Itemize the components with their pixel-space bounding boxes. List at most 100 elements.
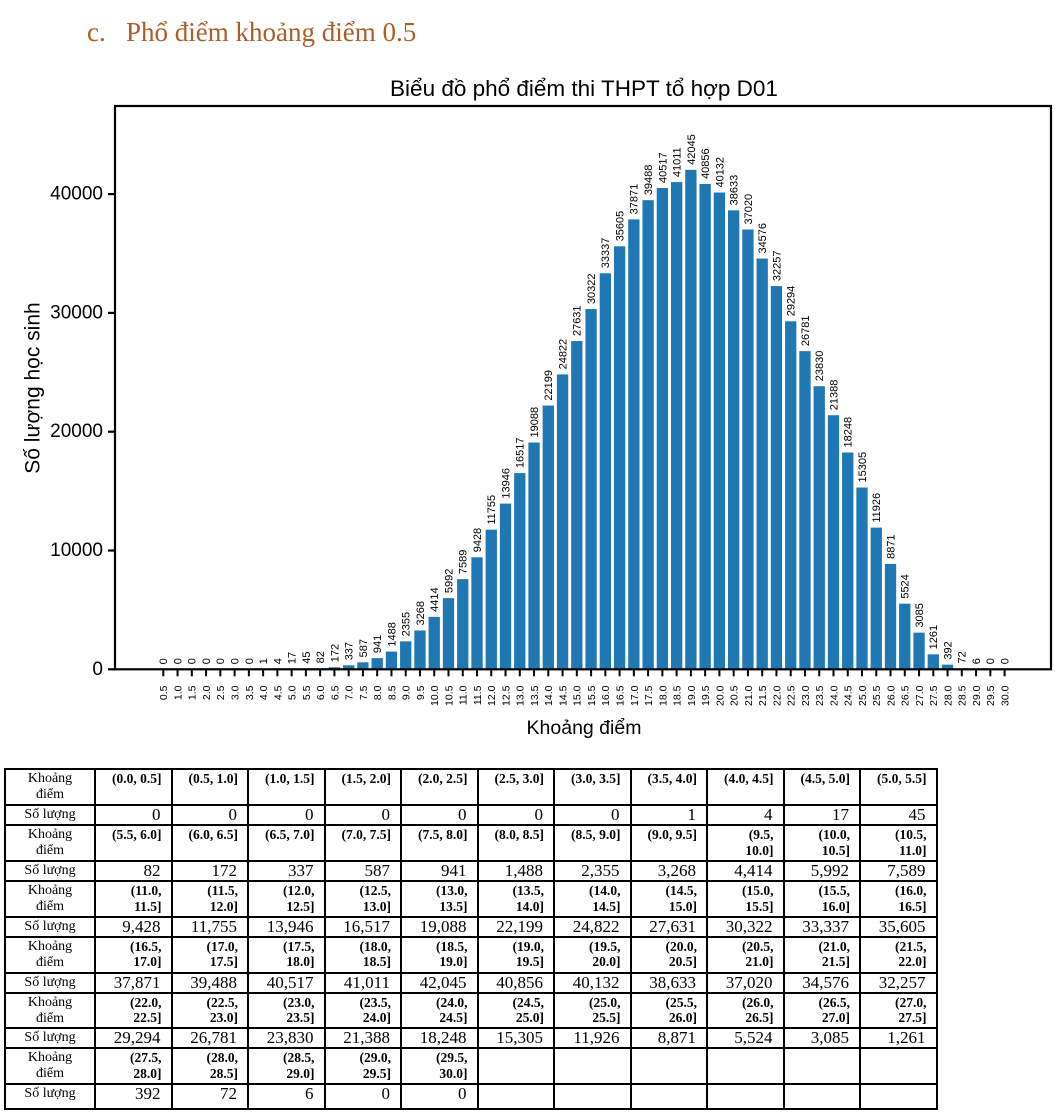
svg-text:14.0: 14.0 [543,685,555,706]
svg-text:11.5: 11.5 [472,685,484,705]
svg-text:9.0: 9.0 [401,685,413,700]
svg-text:16517: 16517 [515,437,527,468]
svg-text:28.0: 28.0 [942,685,954,706]
svg-text:6.0: 6.0 [315,685,327,700]
svg-text:22.5: 22.5 [786,685,798,706]
svg-text:5992: 5992 [443,569,455,593]
svg-text:6: 6 [971,658,983,664]
svg-text:0: 0 [244,658,256,664]
svg-text:21.0: 21.0 [743,685,755,706]
svg-text:17.5: 17.5 [643,685,655,706]
svg-text:10.0: 10.0 [429,685,441,706]
svg-text:2.0: 2.0 [201,685,213,700]
svg-text:29294: 29294 [786,286,798,317]
svg-text:16.5: 16.5 [615,685,627,706]
svg-text:17: 17 [287,652,299,664]
svg-text:1261: 1261 [928,625,940,649]
svg-text:0: 0 [1000,658,1012,664]
svg-text:29.5: 29.5 [985,685,997,706]
svg-text:19088: 19088 [529,407,541,438]
svg-text:0: 0 [985,658,997,664]
svg-text:337: 337 [344,642,356,660]
svg-text:10000: 10000 [50,540,103,561]
svg-text:37871: 37871 [629,184,641,215]
svg-text:27.0: 27.0 [914,685,926,706]
svg-text:37020: 37020 [743,194,755,225]
svg-text:4.0: 4.0 [258,685,270,700]
svg-text:26781: 26781 [800,316,812,347]
svg-text:3085: 3085 [914,603,926,627]
svg-text:42045: 42045 [686,134,698,165]
svg-text:8.5: 8.5 [386,685,398,700]
svg-text:15.5: 15.5 [586,685,598,706]
svg-text:40132: 40132 [714,157,726,188]
svg-text:5.5: 5.5 [301,685,313,700]
svg-text:6.5: 6.5 [329,685,341,700]
svg-text:8.0: 8.0 [372,685,384,700]
svg-text:18.5: 18.5 [672,685,684,706]
svg-text:40517: 40517 [657,152,669,183]
svg-text:10.5: 10.5 [443,685,455,706]
svg-text:39488: 39488 [643,165,655,196]
svg-text:11755: 11755 [486,495,498,525]
svg-text:19.5: 19.5 [700,685,712,706]
svg-text:14.5: 14.5 [557,685,569,706]
svg-text:7.0: 7.0 [344,685,356,700]
svg-text:15305: 15305 [857,452,869,483]
svg-text:24822: 24822 [557,339,569,370]
svg-text:12.0: 12.0 [486,685,498,706]
svg-text:12.5: 12.5 [500,685,512,706]
svg-text:1: 1 [258,658,270,664]
svg-text:18.0: 18.0 [657,685,669,706]
svg-text:Số lượng học sinh: Số lượng học sinh [22,302,45,473]
svg-text:17.0: 17.0 [629,685,641,706]
svg-text:0.5: 0.5 [158,685,170,700]
svg-text:11926: 11926 [871,493,883,523]
svg-text:41011: 41011 [672,147,684,177]
svg-text:0: 0 [230,658,242,664]
svg-text:16.0: 16.0 [600,685,612,706]
svg-text:82: 82 [315,651,327,663]
svg-text:21388: 21388 [828,380,840,411]
svg-text:7589: 7589 [458,550,470,574]
svg-text:0: 0 [215,658,227,664]
svg-text:34576: 34576 [757,223,769,254]
svg-text:26.5: 26.5 [900,685,912,706]
svg-text:24.0: 24.0 [828,685,840,706]
svg-text:24.5: 24.5 [843,685,855,706]
svg-text:0: 0 [187,658,199,664]
svg-text:40856: 40856 [700,148,712,179]
svg-text:5524: 5524 [900,574,912,598]
svg-text:18248: 18248 [843,417,855,448]
svg-text:0: 0 [92,659,103,680]
svg-text:23830: 23830 [814,351,826,382]
svg-text:941: 941 [372,635,384,653]
svg-text:Khoảng điểm: Khoảng điểm [527,717,642,739]
svg-text:4414: 4414 [429,587,441,611]
svg-text:13946: 13946 [500,468,512,499]
svg-text:72: 72 [957,651,969,663]
svg-text:1488: 1488 [386,622,398,646]
svg-text:1.5: 1.5 [187,685,199,700]
svg-text:30322: 30322 [586,273,598,304]
svg-text:19.0: 19.0 [686,685,698,706]
svg-text:28.5: 28.5 [957,685,969,706]
svg-text:20.0: 20.0 [714,685,726,706]
svg-text:4: 4 [272,658,284,664]
svg-text:11.0: 11.0 [458,685,470,705]
svg-text:21.5: 21.5 [757,685,769,706]
svg-text:23.5: 23.5 [814,685,826,706]
svg-text:3.5: 3.5 [244,685,256,700]
svg-text:8871: 8871 [885,534,897,558]
svg-text:32257: 32257 [771,250,783,281]
svg-text:27.5: 27.5 [928,685,940,706]
svg-text:1.0: 1.0 [172,685,184,700]
svg-text:26.0: 26.0 [885,685,897,706]
svg-text:27631: 27631 [572,305,584,336]
svg-text:0: 0 [158,658,170,664]
svg-text:Biểu đồ phổ điểm thi THPT tổ h: Biểu đồ phổ điểm thi THPT tổ hợp D01 [390,76,778,101]
svg-text:3268: 3268 [415,601,427,625]
svg-text:25.5: 25.5 [871,685,883,706]
svg-text:392: 392 [942,641,954,659]
svg-text:35605: 35605 [615,211,627,242]
